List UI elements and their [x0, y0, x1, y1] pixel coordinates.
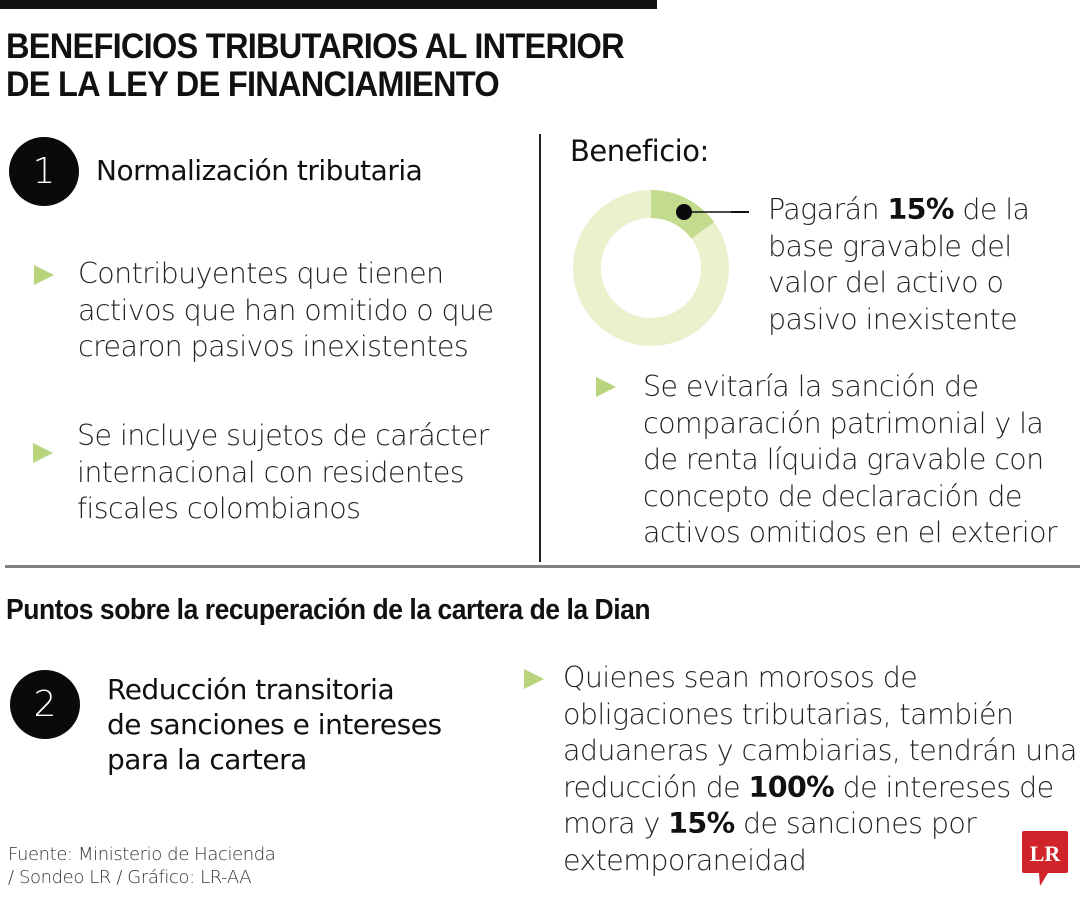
section2-bullet: Quienes sean morosos de obligaciones tri…	[524, 660, 1077, 879]
bullet-triangle-icon	[33, 443, 53, 463]
number-badge-1: 1	[9, 137, 79, 206]
bullet-text: Quienes sean morosos de obligaciones tri…	[563, 660, 1077, 879]
callout-leader-line-ext	[731, 211, 749, 213]
bullet-text: Contribuyentes que tienen activos que ha…	[78, 257, 494, 363]
callout-bold-value: 15%	[887, 193, 954, 226]
section1-bullet-2: Se incluye sujetos de carácter internaci…	[33, 418, 489, 528]
donut-chart	[573, 190, 731, 346]
source-note: Fuente: Ministerio de Hacienda / Sondeo …	[8, 844, 276, 888]
bullet-text: Se evitaría la sanción de comparación pa…	[643, 370, 1058, 549]
bullet-part-1: Quienes sean morosos de obligaciones tri…	[563, 661, 1077, 804]
page-title: BENEFICIOS TRIBUTARIOS AL INTERIOR DE LA…	[6, 27, 625, 104]
top-rule	[0, 0, 657, 9]
lr-logo-icon: LR	[1022, 831, 1068, 886]
benefit-label: Beneficio:	[570, 134, 709, 168]
svg-text:LR: LR	[1030, 841, 1062, 866]
column-divider	[539, 134, 541, 562]
title-line-1: BENEFICIOS TRIBUTARIOS AL INTERIOR	[6, 27, 625, 66]
section1-heading: Normalización tributaria	[96, 154, 423, 187]
bold-value-15: 15%	[668, 807, 735, 840]
callout-prefix: Pagarán	[768, 193, 888, 226]
bold-value-100: 100%	[748, 770, 835, 804]
bullet-triangle-icon	[34, 265, 54, 285]
bullet-part-3: de sanciones por extemporaneidad	[563, 807, 977, 877]
section1-bullet-1: Contribuyentes que tienen activos que ha…	[34, 256, 494, 366]
bullet-text: Se incluye sujetos de carácter internaci…	[77, 419, 489, 525]
section2-heading: Reducción transitoria de sanciones e int…	[107, 673, 442, 776]
bullet-part-2: de intereses de mora y	[563, 770, 1054, 841]
bullet-triangle-icon	[596, 377, 616, 397]
section2-subtitle: Puntos sobre la recuperación de la carte…	[6, 594, 651, 626]
section-divider	[5, 565, 1080, 568]
bullet-triangle-icon	[524, 669, 544, 689]
number-badge-2: 2	[10, 670, 80, 739]
title-line-2: DE LA LEY DE FINANCIAMIENTO	[6, 65, 500, 104]
benefit-callout: Pagarán 15% de la base gravable del valo…	[768, 192, 1030, 338]
callout-suffix: de la base gravable del valor del activo…	[768, 193, 1030, 336]
benefit-bullet: Se evitaría la sanción de comparación pa…	[596, 369, 1058, 552]
